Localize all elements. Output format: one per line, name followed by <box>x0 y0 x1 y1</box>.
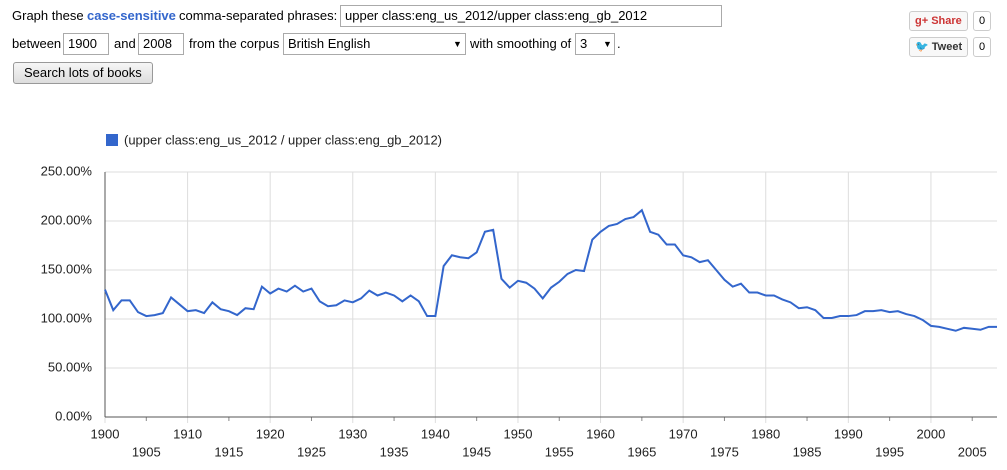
tweet-count: 0 <box>973 37 992 57</box>
x-tick-label: 1955 <box>545 444 574 459</box>
share-icon: g+ <box>915 15 932 27</box>
line <box>104 208 997 332</box>
label: from the corpus <box>189 36 280 51</box>
tweet-button[interactable]: 🐦 Tweet <box>909 37 969 57</box>
x-tick-label: 1980 <box>751 426 780 441</box>
x-tick-label: 2005 <box>958 444 987 459</box>
corpus-select[interactable]: British English <box>283 33 466 55</box>
x-tick-label: 1965 <box>627 444 656 459</box>
x-tick-label: 1935 <box>380 444 409 459</box>
x-tick-label: 1985 <box>793 444 822 459</box>
x-tick-label: 1945 <box>462 444 491 459</box>
smoothing-select[interactable]: 3 <box>575 33 615 55</box>
x-tick-label: 1995 <box>875 444 904 459</box>
y-tick-label: 250.00% <box>41 163 93 178</box>
share-label: Share <box>931 15 962 27</box>
y-tick-label: 100.00% <box>41 310 93 325</box>
label: and <box>114 36 136 51</box>
x-tick-label: 1910 <box>173 426 202 441</box>
x-tick-label: 1975 <box>710 444 739 459</box>
query-input[interactable]: upper class:eng_us_2012/upper class:eng_… <box>340 5 722 27</box>
x-tick-label: 1900 <box>91 426 120 441</box>
tweet-icon: 🐦 <box>915 41 932 53</box>
x-tick-label: 1990 <box>834 426 863 441</box>
label: with smoothing of <box>470 36 572 51</box>
search-button[interactable]: Search lots of books <box>13 62 153 84</box>
x-tick-label: 1940 <box>421 426 450 441</box>
x-tick-label: 1915 <box>214 444 243 459</box>
share-count: 0 <box>973 11 992 31</box>
y-tick-label: 0.00% <box>55 408 92 423</box>
x-tick-label: 2000 <box>916 426 945 441</box>
share-button[interactable]: g+ Share <box>909 11 968 31</box>
tweet-label: Tweet <box>931 41 963 53</box>
label: Graph these <box>12 8 84 23</box>
label: between <box>12 36 62 51</box>
start-year-input[interactable]: 1900 <box>63 33 109 55</box>
label: comma-separated phrases: <box>179 8 338 23</box>
dropdown-arrow: ▼ <box>603 39 612 49</box>
link[interactable]: case-sensitive <box>87 8 176 23</box>
y-tick-label: 200.00% <box>41 212 93 227</box>
legend-swatch <box>106 134 118 146</box>
x-tick-label: 1960 <box>586 426 615 441</box>
x-tick-label: 1950 <box>504 426 533 441</box>
x-tick-label: 1905 <box>132 444 161 459</box>
end-year-input[interactable]: 2008 <box>138 33 184 55</box>
legend-label: (upper class:eng_us_2012 / upper class:e… <box>124 132 442 147</box>
x-tick-label: 1920 <box>256 426 285 441</box>
label: . <box>617 36 621 51</box>
x-tick-label: 1925 <box>297 444 326 459</box>
x-tick-label: 1970 <box>669 426 698 441</box>
y-tick-label: 50.00% <box>48 359 93 374</box>
y-tick-label: 150.00% <box>41 261 93 276</box>
dropdown-arrow: ▼ <box>453 39 462 49</box>
x-tick-label: 1930 <box>338 426 367 441</box>
